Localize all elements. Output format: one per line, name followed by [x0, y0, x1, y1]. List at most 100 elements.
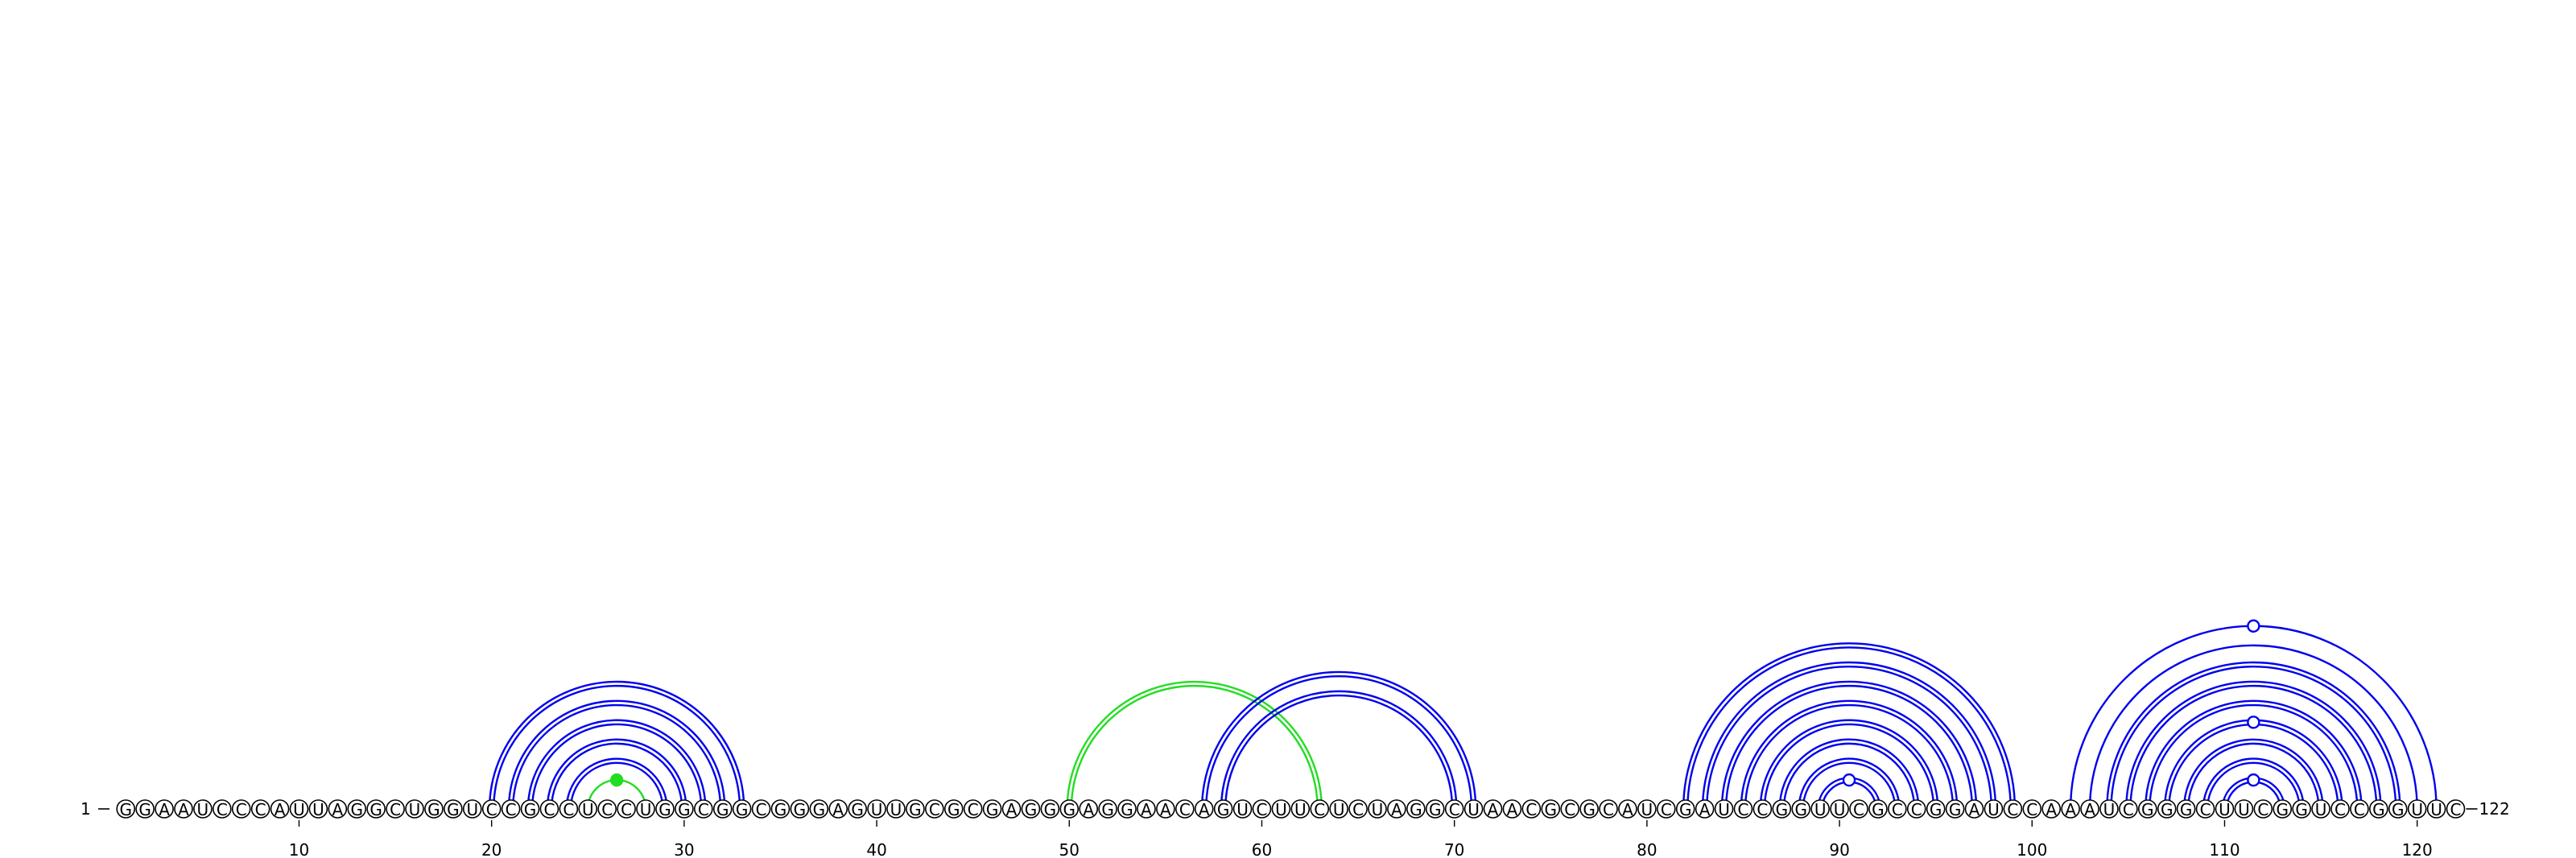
- nucleotide-84: U: [1714, 799, 1734, 819]
- nucleotide-19-letter: U: [466, 800, 478, 819]
- nucleotide-91-letter: C: [1853, 800, 1864, 819]
- nucleotide-55-circle: [1156, 799, 1175, 819]
- nucleotide-54-circle: [1137, 799, 1156, 819]
- nucleotide-48-circle: [1021, 799, 1041, 819]
- nucleotide-75-circle: [1541, 799, 1561, 819]
- nucleotide-113-letter: G: [2276, 800, 2289, 819]
- nucleotide-42-letter: G: [909, 800, 922, 819]
- nucleotide-6: C: [212, 799, 232, 819]
- nucleotide-59-circle: [1232, 799, 1253, 819]
- nucleotide-45-circle: [963, 799, 983, 819]
- nucleotide-8-circle: [250, 799, 270, 819]
- nucleotide-105-letter: C: [2123, 800, 2134, 819]
- nucleotide-37-circle: [809, 799, 829, 819]
- nucleotide-49-letter: G: [1044, 800, 1057, 819]
- nucleotide-96: G: [1945, 799, 1965, 819]
- pair-markers: [609, 619, 2260, 787]
- pair-arc-106-117-strand-1: [2149, 703, 2359, 810]
- pair-arc-24-29-strand-2: [565, 757, 668, 810]
- nucleotide-112: C: [2253, 799, 2273, 819]
- nucleotide-4-circle: [174, 799, 193, 819]
- nucleotide-97-letter: A: [1969, 800, 1980, 819]
- nucleotide-33-letter: G: [736, 800, 749, 819]
- nucleotide-115-letter: U: [2315, 800, 2327, 819]
- nucleotide-69: G: [1425, 799, 1445, 819]
- nucleotide-102-circle: [2061, 799, 2080, 819]
- pair-arc-108-115-strand-1: [2187, 742, 2320, 810]
- base-pair-arcs: [488, 625, 2438, 810]
- nucleotide-46-circle: [982, 799, 1002, 819]
- nucleotide-96-circle: [1945, 799, 1965, 819]
- nucleotide-108-letter: G: [2180, 800, 2193, 819]
- nucleotide-35-circle: [770, 799, 791, 819]
- nucleotide-41-letter: U: [890, 800, 902, 819]
- nucleotide-82-letter: G: [1679, 800, 1692, 819]
- nucleotide-63-letter: C: [1314, 800, 1325, 819]
- nucleotide-16: U: [405, 799, 424, 819]
- nucleotide-71-circle: [1463, 799, 1484, 819]
- nucleotide-32-circle: [712, 799, 733, 819]
- nucleotide-49: G: [1040, 799, 1060, 819]
- nucleotide-103: A: [2080, 799, 2099, 819]
- nucleotide-119: G: [2388, 799, 2408, 819]
- nucleotide-44-circle: [943, 799, 964, 819]
- nucleotide-87: G: [1772, 799, 1792, 819]
- nucleotide-28-circle: [636, 799, 655, 819]
- nucleotide-17: G: [424, 799, 444, 819]
- nucleotide-29-circle: [655, 799, 675, 819]
- nucleotide-36: G: [790, 799, 810, 819]
- nucleotide-28-letter: U: [640, 800, 652, 819]
- nucleotide-57-circle: [1194, 799, 1214, 819]
- nucleotide-105: C: [2119, 799, 2138, 819]
- nucleotide-95-circle: [1926, 799, 1946, 819]
- nucleotide-109-letter: C: [2200, 800, 2211, 819]
- nucleotide-38-circle: [828, 799, 848, 819]
- nucleotide-115: U: [2311, 799, 2330, 819]
- nucleotide-51-letter: A: [1083, 800, 1094, 819]
- nucleotide-91: C: [1849, 799, 1868, 819]
- nucleotide-64: U: [1329, 799, 1348, 819]
- pair-arc-108-115-strand-2: [2182, 738, 2324, 810]
- nucleotide-107-letter: G: [2161, 800, 2174, 819]
- nucleotide-73: A: [1502, 799, 1522, 819]
- nucleotide-74-circle: [1521, 799, 1542, 819]
- nucleotide-105-circle: [2119, 799, 2138, 819]
- nucleotide-81-circle: [1657, 799, 1676, 819]
- nucleotide-104-letter: U: [2103, 800, 2116, 819]
- nucleotide-61-circle: [1271, 799, 1291, 819]
- nucleotide-48-letter: G: [1025, 800, 1038, 819]
- nucleotide-97-circle: [1964, 799, 1984, 819]
- nucleotide-15: C: [386, 799, 405, 819]
- nucleotide-18-circle: [444, 799, 463, 819]
- nucleotide-66-letter: U: [1372, 800, 1384, 819]
- nucleotide-99: C: [2003, 799, 2023, 819]
- nucleotide-67: A: [1387, 799, 1406, 819]
- nucleotide-89-circle: [1810, 799, 1830, 819]
- nucleotide-119-circle: [2388, 799, 2408, 819]
- nucleotide-9-letter: A: [275, 800, 286, 819]
- nucleotide-66-circle: [1368, 799, 1387, 819]
- nucleotide-11-letter: U: [312, 800, 324, 819]
- nucleotide-99-circle: [2003, 799, 2023, 819]
- nucleotide-112-letter: C: [2257, 800, 2268, 819]
- pair-arc-23-30-strand-1: [550, 742, 683, 810]
- nucleotide-10-letter: U: [293, 800, 305, 819]
- nucleotide-81: C: [1657, 799, 1676, 819]
- pair-arc-82-99-strand-1: [1686, 646, 2012, 810]
- nucleotide-68-letter: G: [1410, 800, 1422, 819]
- nucleotide-12: A: [328, 799, 348, 819]
- nucleotide-102: A: [2061, 799, 2080, 819]
- pair-arc-21-32-strand-2: [507, 699, 726, 810]
- nucleotide-44-letter: G: [947, 800, 960, 819]
- nucleotide-110-letter: U: [2219, 800, 2231, 819]
- nucleotide-88-letter: G: [1794, 800, 1807, 819]
- nucleotide-34-letter: C: [756, 800, 767, 819]
- nucleotide-21-circle: [501, 799, 521, 819]
- nucleotide-70-letter: C: [1449, 800, 1460, 819]
- nucleotide-47-circle: [1001, 799, 1022, 819]
- nucleotide-116: C: [2330, 799, 2350, 819]
- nucleotide-73-circle: [1502, 799, 1522, 819]
- nucleotide-63-circle: [1310, 799, 1330, 819]
- nucleotide-62: U: [1290, 799, 1311, 819]
